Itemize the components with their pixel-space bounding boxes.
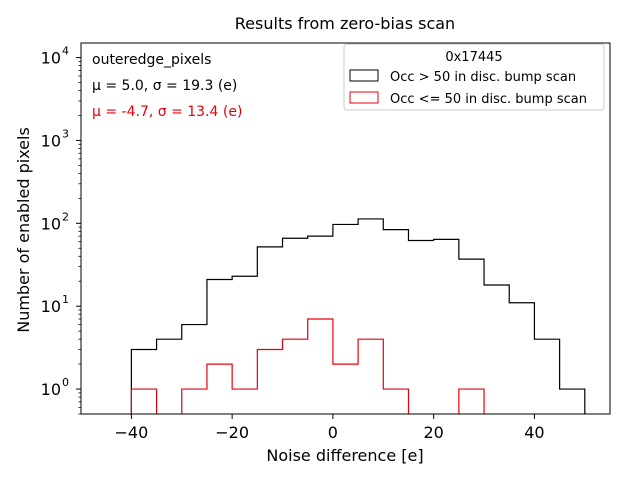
histogram-series-0 bbox=[130, 218, 586, 414]
stats-black: μ = 5.0, σ = 19.3 (e) bbox=[92, 78, 237, 94]
y-tick-label: 10 bbox=[41, 214, 61, 233]
y-tick-exponent: 2 bbox=[62, 210, 69, 223]
x-tick-label: −20 bbox=[215, 423, 249, 442]
x-axis-label: Noise difference [e] bbox=[266, 446, 423, 465]
x-tick-label: 20 bbox=[423, 423, 443, 442]
x-tick-label: −40 bbox=[114, 423, 148, 442]
x-tick-label: 40 bbox=[524, 423, 544, 442]
y-tick-exponent: 4 bbox=[62, 45, 69, 58]
legend-label-black: Occ > 50 in disc. bump scan bbox=[390, 70, 576, 85]
legend-title: 0x17445 bbox=[445, 50, 502, 65]
y-tick-exponent: 3 bbox=[62, 127, 69, 140]
axes-frame bbox=[80, 42, 611, 415]
y-tick-exponent: 0 bbox=[62, 376, 69, 389]
y-tick-label: 10 bbox=[41, 131, 61, 150]
y-axis-label: Number of enabled pixels bbox=[14, 127, 33, 333]
y-tick-label: 10 bbox=[41, 380, 61, 399]
legend-swatch-black bbox=[349, 69, 379, 82]
legend-label-red: Occ <= 50 in disc. bump scan bbox=[390, 92, 587, 107]
y-tick-exponent: 1 bbox=[62, 293, 69, 306]
legend: 0x17445 Occ > 50 in disc. bump scan Occ … bbox=[343, 43, 605, 111]
x-tick-label: 0 bbox=[328, 423, 338, 442]
region-label: outeredge_pixels bbox=[92, 52, 211, 68]
histogram-series-1 bbox=[130, 318, 485, 414]
legend-swatch-red bbox=[349, 91, 379, 104]
legend-frame bbox=[343, 43, 605, 111]
stats-red: μ = -4.7, σ = 13.4 (e) bbox=[92, 104, 242, 120]
y-tick-label: 10 bbox=[41, 49, 61, 68]
y-tick-label: 10 bbox=[41, 297, 61, 316]
chart-title: Results from zero-bias scan bbox=[235, 14, 455, 33]
